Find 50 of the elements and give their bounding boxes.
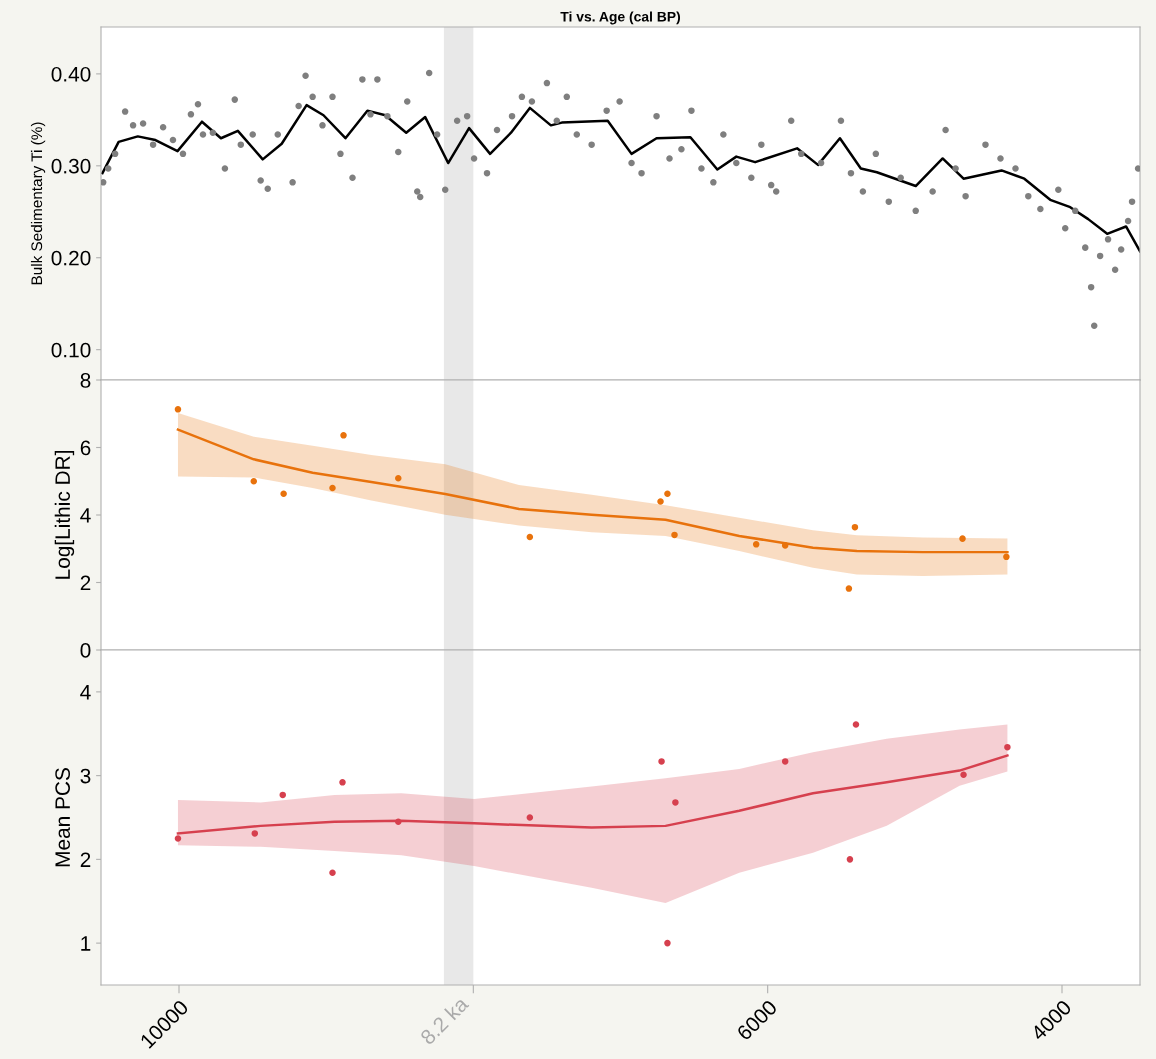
point	[846, 856, 854, 863]
y-tick-label: 2	[80, 852, 91, 867]
point	[671, 531, 678, 539]
point	[279, 791, 287, 799]
point	[960, 771, 967, 779]
point	[672, 799, 679, 806]
point	[329, 869, 336, 877]
point	[657, 498, 664, 505]
chart-title: Ti vs. Age (cal BP)	[560, 11, 681, 25]
point	[526, 814, 534, 821]
point	[251, 830, 259, 837]
point	[1004, 743, 1011, 751]
point	[658, 758, 665, 765]
y-tick-label: 4	[80, 508, 91, 523]
y-tick-label: 0.30	[51, 158, 91, 174]
y-tick-label: 4	[80, 685, 91, 700]
point	[781, 758, 789, 765]
y-tick-label: 1	[81, 936, 91, 951]
y-tick-label: 3	[80, 768, 91, 784]
y-tick-label: 6	[80, 440, 91, 456]
point	[845, 585, 853, 592]
y-axis-title: Bulk Sedimentary Ti (%)	[30, 122, 46, 285]
point	[395, 474, 402, 482]
point	[174, 835, 182, 842]
y-tick-label: 2	[80, 575, 91, 591]
y-tick-label: 8	[80, 373, 91, 388]
band-label: 8.2 ka	[419, 995, 470, 1046]
point	[959, 535, 966, 542]
y-tick-label: 0.20	[51, 250, 91, 266]
point	[339, 779, 346, 786]
y-axis-title: Mean PCS	[55, 768, 71, 867]
line-series	[101, 103, 1140, 253]
point	[250, 477, 258, 485]
point	[329, 484, 336, 492]
point	[852, 721, 860, 728]
point	[280, 490, 287, 497]
y-tick-label: 0.40	[51, 66, 91, 82]
point	[781, 542, 789, 549]
point	[664, 939, 671, 947]
point	[1003, 553, 1010, 561]
point	[174, 406, 182, 413]
y-tick-label: 0.10	[51, 342, 91, 358]
point	[752, 541, 760, 548]
y-axis-title: Log[Lithic DR]	[54, 451, 75, 579]
y-tick-label: 0	[80, 643, 91, 658]
point	[340, 432, 347, 439]
point	[851, 523, 859, 531]
point	[526, 533, 534, 541]
point	[664, 490, 671, 497]
point	[395, 818, 402, 825]
